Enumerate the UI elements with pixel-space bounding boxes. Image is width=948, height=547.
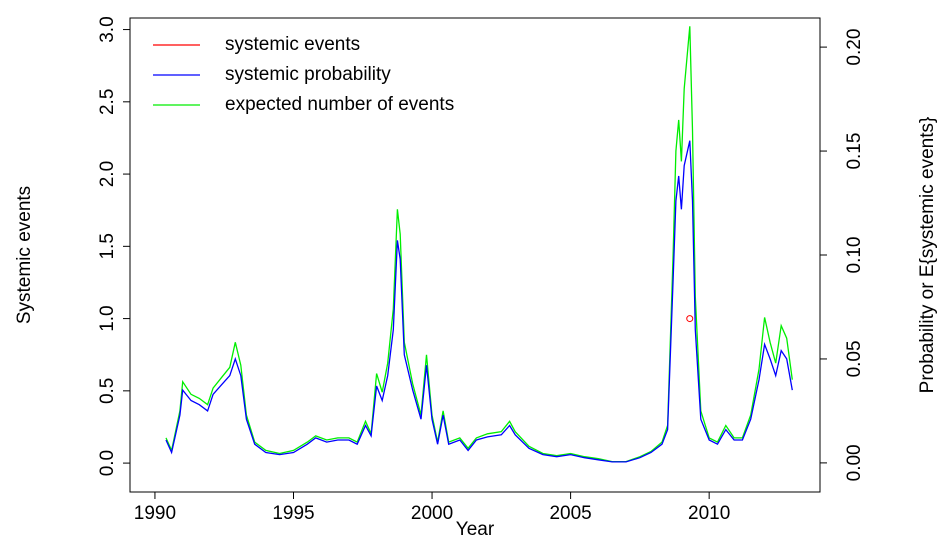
y2-tick-label: 0.05 — [844, 340, 865, 377]
y-tick-label: 0.5 — [97, 378, 118, 404]
x-tick-label: 2010 — [688, 503, 730, 524]
series-line — [165, 26, 793, 463]
series-point — [686, 315, 694, 323]
y-tick-label: 1.5 — [97, 233, 118, 259]
y-tick-label: 3.0 — [97, 16, 118, 42]
plot-box — [129, 17, 821, 493]
series-line — [165, 140, 793, 463]
y2-tick-label: 0.10 — [844, 237, 865, 274]
y2-tick-label: 0.00 — [844, 444, 865, 481]
y2-tick-label: 0.20 — [844, 29, 865, 66]
x-tick-label: 1990 — [134, 503, 176, 524]
x-tick-label: 2000 — [411, 503, 453, 524]
legend-label: expected number of events — [225, 94, 454, 115]
legend-label: systemic events — [225, 34, 360, 55]
x-axis-label: Year — [456, 519, 495, 540]
legend-label: systemic probability — [225, 64, 391, 85]
y-tick-label: 1.0 — [97, 305, 118, 331]
x-tick-label: 2005 — [549, 503, 591, 524]
y-tick-label: 0.0 — [97, 450, 118, 476]
x-tick-label: 1995 — [272, 503, 314, 524]
y-tick-label: 2.5 — [97, 89, 118, 115]
y-axis-label: Systemic events — [14, 186, 35, 324]
y2-axis-label: Probability or E{systemic events} — [917, 117, 938, 394]
y-tick-label: 2.0 — [97, 161, 118, 187]
y2-tick-label: 0.15 — [844, 133, 865, 170]
